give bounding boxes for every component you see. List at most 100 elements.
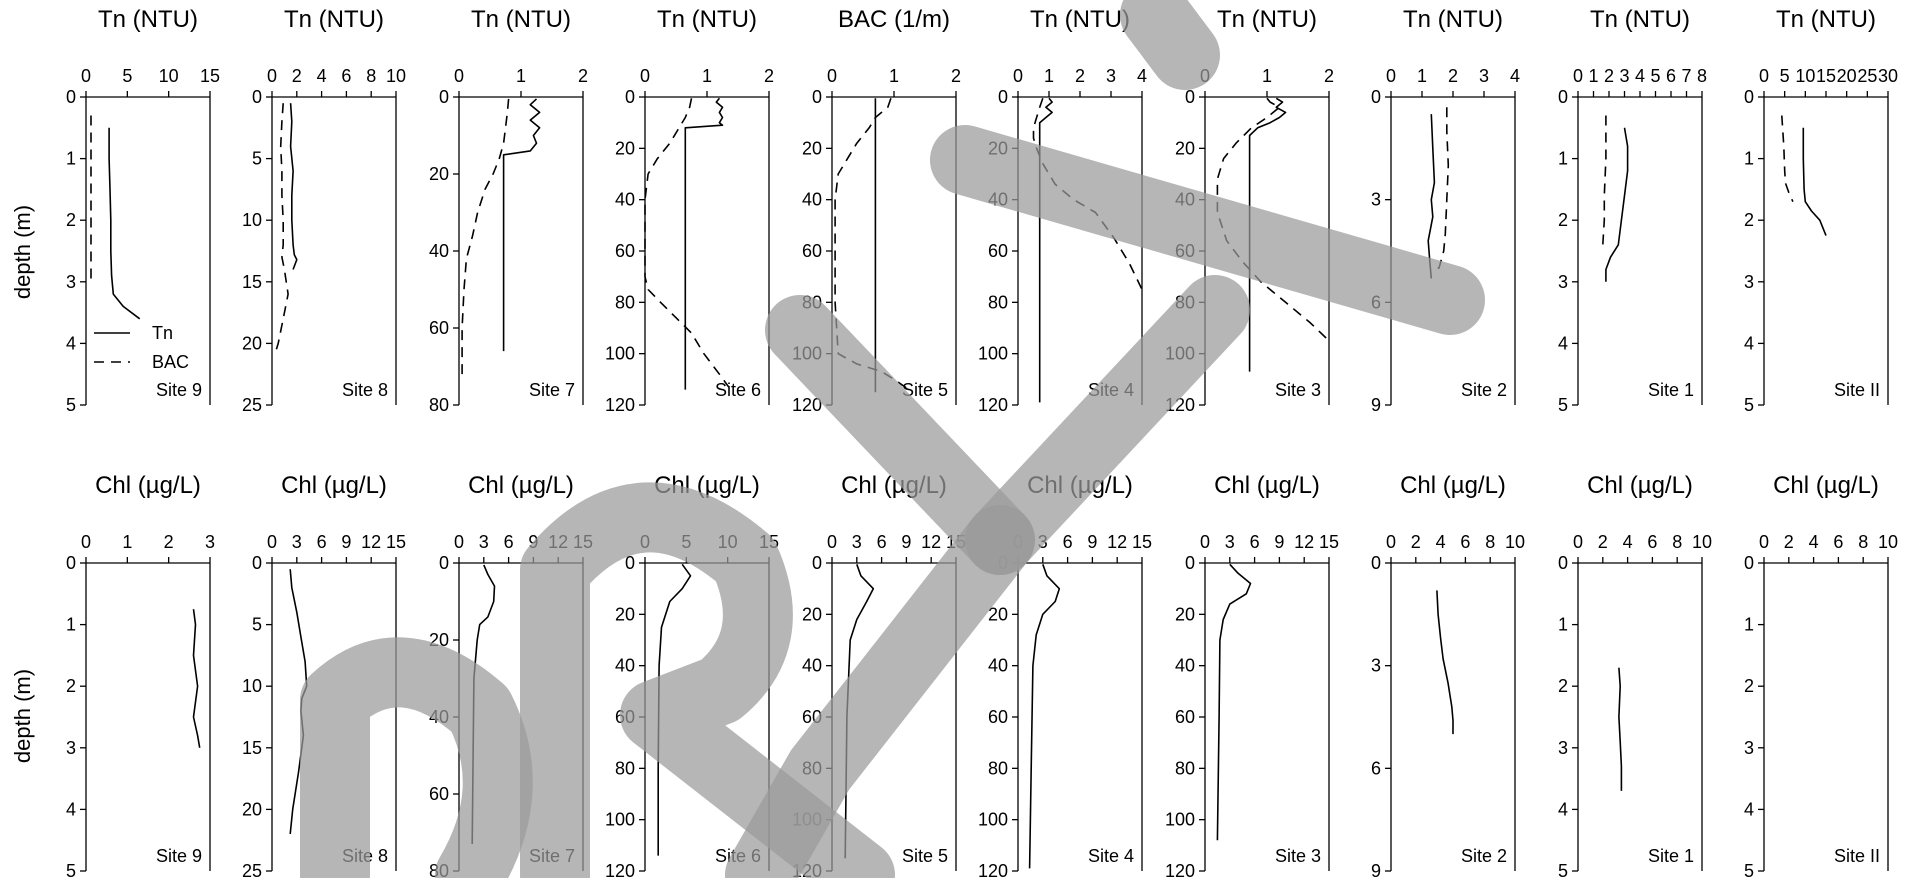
- y-tick-label: 3: [1371, 190, 1381, 210]
- y-tick-label: 20: [802, 138, 822, 158]
- y-tick-label: 20: [615, 138, 635, 158]
- y-tick-label: 10: [242, 676, 262, 696]
- y-tick-label: 100: [1165, 810, 1195, 830]
- y-tick-label: 4: [66, 333, 76, 353]
- x-tick-label: 1: [1262, 66, 1272, 86]
- panel-bottom-site9: Chl (µg/L) 0 1 2 3 0 1 2 3 4 5 Site 9: [66, 472, 215, 878]
- y-tick-label: 0: [1371, 87, 1381, 107]
- x-tick-label: 0: [267, 532, 277, 552]
- x-tick-label: 6: [1250, 532, 1260, 552]
- site-label: Site 1: [1648, 846, 1694, 866]
- x-tick-label: 0: [1013, 66, 1023, 86]
- x-tick-label: 0: [81, 66, 91, 86]
- watermark-letter-f: [965, 275, 1250, 575]
- site-label: Site 5: [902, 380, 948, 400]
- panel-frame: [1390, 96, 1516, 405]
- x-tick-label: 12: [1107, 532, 1127, 552]
- series-chl-line: [1216, 563, 1252, 841]
- series-tn-line: [1605, 127, 1629, 282]
- x-tick-label: 4: [1623, 532, 1633, 552]
- panel-frame: [1577, 96, 1703, 405]
- x-tick-label: 0: [827, 66, 837, 86]
- x-tick-label: 2: [1448, 66, 1458, 86]
- series-chl-line: [192, 609, 201, 748]
- x-tick-label: 2: [164, 532, 174, 552]
- x-tick-label: 3: [852, 532, 862, 552]
- site-label: Site 9: [156, 846, 202, 866]
- y-tick-label: 0: [252, 87, 262, 107]
- x-tick-label: 12: [1294, 532, 1314, 552]
- x-tick-label: 0: [1386, 532, 1396, 552]
- y-tick-label: 100: [605, 810, 635, 830]
- x-tick-label: 4: [1436, 532, 1446, 552]
- y-tick-label: 3: [1371, 656, 1381, 676]
- y-tick-label: 100: [978, 344, 1008, 364]
- y-tick-label: 1: [1744, 615, 1754, 635]
- y-tick-label: 120: [605, 861, 635, 878]
- x-tick-label: 3: [1479, 66, 1489, 86]
- series-tn-line: [502, 98, 541, 352]
- y-tick-label: 10: [242, 210, 262, 230]
- y-tick-label: 120: [978, 395, 1008, 415]
- y-tick-label: 5: [252, 149, 262, 169]
- x-tick-label: 0: [1759, 66, 1769, 86]
- y-tick-label: 4: [1558, 799, 1568, 819]
- watermark-letter-t: [930, 125, 1485, 335]
- panel-top-site9: Tn (NTU) 0 5 10 15 0 1 2 3 4 5 Site 9: [66, 6, 220, 415]
- site-label: Site 3: [1275, 846, 1321, 866]
- x-tick-label: 15: [200, 66, 220, 86]
- y-tick-label: 5: [1744, 861, 1754, 878]
- x-tick-label: 6: [1460, 532, 1470, 552]
- panel-title: Chl (µg/L): [1400, 472, 1506, 499]
- y-tick-label: 5: [66, 395, 76, 415]
- panel-frame: [85, 96, 211, 405]
- y-tick-label: 2: [66, 676, 76, 696]
- y-tick-label: 2: [1744, 210, 1754, 230]
- site-label: Site II: [1834, 380, 1880, 400]
- y-tick-label: 40: [615, 656, 635, 676]
- y-tick-label: 80: [1175, 758, 1195, 778]
- x-tick-label: 2: [1075, 66, 1085, 86]
- y-tick-label: 60: [615, 241, 635, 261]
- x-tick-label: 6: [1063, 532, 1073, 552]
- x-tick-label: 15: [386, 532, 406, 552]
- y-tick-label: 0: [625, 87, 635, 107]
- y-tick-label: 0: [439, 553, 449, 573]
- y-tick-label: 5: [66, 861, 76, 878]
- panel-title: Tn (NTU): [98, 6, 198, 33]
- y-tick-label: 100: [605, 344, 635, 364]
- y-tick-label: 60: [429, 318, 449, 338]
- panel-frame: [1577, 562, 1703, 871]
- panel-frame: [271, 96, 397, 405]
- y-tick-label: 3: [66, 272, 76, 292]
- panel-title: Tn (NTU): [1776, 6, 1876, 33]
- x-tick-label: 0: [454, 66, 464, 86]
- y-tick-label: 0: [998, 87, 1008, 107]
- panel-title: Tn (NTU): [1217, 6, 1317, 33]
- y-axis-label-bottom: depth (m): [10, 669, 35, 763]
- y-tick-label: 1: [1558, 149, 1568, 169]
- x-tick-label: 12: [921, 532, 941, 552]
- series-bac-line: [1602, 115, 1607, 245]
- x-tick-label: 6: [341, 66, 351, 86]
- watermark-letter-t-top: [1120, 0, 1220, 90]
- y-tick-label: 40: [802, 656, 822, 676]
- x-tick-label: 3: [1225, 532, 1235, 552]
- x-tick-label: 10: [1505, 532, 1525, 552]
- y-tick-label: 15: [242, 738, 262, 758]
- x-tick-label: 15: [1132, 532, 1152, 552]
- site-label: Site 4: [1088, 846, 1134, 866]
- x-tick-label: 6: [1647, 532, 1657, 552]
- series-tn-line: [1802, 127, 1827, 236]
- y-tick-label: 120: [605, 395, 635, 415]
- panel-title: Tn (NTU): [1403, 6, 1503, 33]
- panel-title: Tn (NTU): [657, 6, 757, 33]
- x-tick-label: 10: [159, 66, 179, 86]
- y-tick-label: 0: [1185, 87, 1195, 107]
- panel-frame: [458, 96, 584, 405]
- y-tick-label: 80: [615, 758, 635, 778]
- y-tick-label: 0: [66, 87, 76, 107]
